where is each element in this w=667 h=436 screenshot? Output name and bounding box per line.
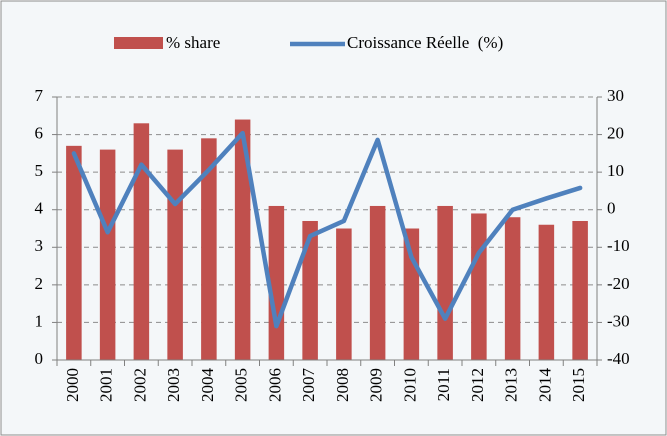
- y-tick-label: 5: [35, 161, 44, 180]
- y-tick-label: 1: [35, 311, 44, 330]
- bar: [403, 228, 420, 360]
- bar: [437, 205, 453, 360]
- bar: [336, 228, 352, 360]
- x-tick-label: 2013: [502, 368, 521, 402]
- y2-tick-label: 20: [607, 123, 624, 142]
- legend-label: % share: [166, 33, 220, 52]
- bar: [504, 217, 521, 360]
- x-tick-label: 2003: [164, 368, 183, 402]
- line-series: [71, 130, 583, 329]
- x-tick-label: 2008: [333, 368, 352, 402]
- y2-tick-label: 0: [607, 199, 616, 218]
- bar: [234, 119, 251, 361]
- y2-tick-label: -10: [607, 236, 630, 255]
- x-tick-label: 2006: [265, 368, 284, 402]
- y2-tick-label: 10: [607, 161, 624, 180]
- x-tick-label: 2009: [367, 368, 386, 402]
- y2-tick-label: -40: [607, 349, 630, 368]
- legend-label: Croissance Réelle (%): [347, 33, 503, 52]
- bar: [201, 138, 217, 360]
- x-tick-label: 2007: [299, 368, 318, 403]
- y2-tick-label: 30: [607, 86, 624, 105]
- x-tick-label: 2001: [97, 368, 116, 402]
- x-tick-label: 2014: [535, 368, 554, 403]
- bar: [66, 145, 82, 360]
- legend-swatch: [114, 37, 163, 49]
- bar: [538, 224, 555, 360]
- bar: [471, 213, 487, 360]
- x-tick-label: 2012: [468, 368, 487, 402]
- y-tick-label: 2: [35, 274, 44, 293]
- y-tick-label: 3: [35, 236, 44, 255]
- y-tick-label: 4: [35, 199, 44, 218]
- x-tick-label: 2005: [232, 368, 251, 402]
- y2-tick-label: -30: [607, 311, 630, 330]
- x-tick-label: 2010: [400, 368, 419, 402]
- bar: [302, 220, 318, 360]
- x-tick-label: 2000: [63, 368, 82, 402]
- x-tick-label: 2002: [130, 368, 149, 402]
- y2-tick-label: -20: [607, 274, 630, 293]
- bar: [572, 220, 588, 360]
- bar: [369, 205, 386, 360]
- bar: [99, 149, 116, 360]
- x-tick-label: 2011: [434, 368, 453, 401]
- bar: [167, 149, 183, 360]
- y-tick-label: 0: [35, 349, 44, 368]
- x-tick-label: 2015: [569, 368, 588, 402]
- y-tick-label: 6: [35, 123, 44, 142]
- y-tick-label: 7: [35, 86, 44, 105]
- x-tick-label: 2004: [198, 368, 217, 403]
- bar: [133, 123, 150, 360]
